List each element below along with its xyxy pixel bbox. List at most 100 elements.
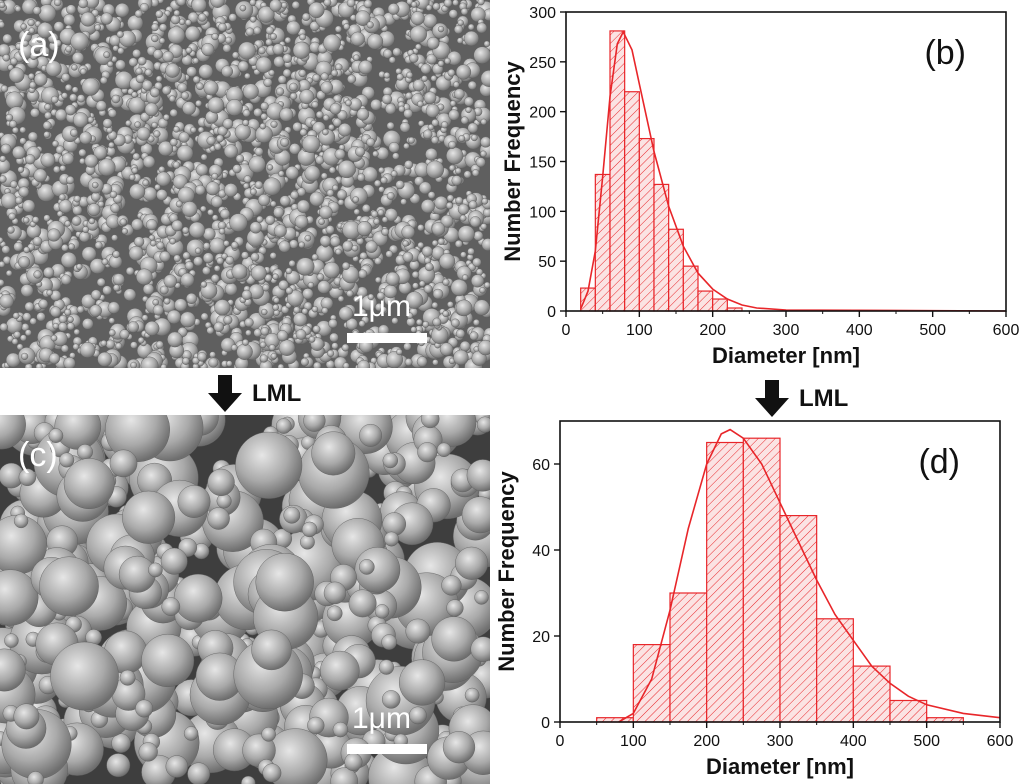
y-tick-label: 20 (532, 629, 550, 646)
particle (150, 240, 157, 247)
particle (178, 131, 190, 143)
particle (254, 147, 264, 157)
particle (448, 164, 456, 172)
particle (7, 226, 15, 234)
particle (0, 279, 5, 287)
particle (358, 559, 375, 575)
particle (380, 306, 387, 313)
particle (94, 241, 103, 250)
particle (110, 203, 121, 214)
particle (255, 56, 272, 74)
particle (38, 4, 57, 23)
particle (383, 49, 393, 59)
particle (406, 71, 413, 79)
particle (342, 266, 360, 284)
particle (109, 190, 118, 199)
particle (412, 282, 419, 290)
particle (289, 143, 301, 155)
particle (353, 295, 361, 303)
particle (185, 47, 193, 54)
particle (129, 183, 146, 200)
particle (381, 634, 397, 650)
particle (163, 274, 178, 288)
particle (374, 257, 382, 266)
scale-bar-label-c: 1μm (352, 702, 411, 735)
particle (452, 0, 459, 6)
particle (2, 33, 13, 44)
x-tick-label: 200 (693, 733, 720, 750)
particle (446, 599, 464, 617)
particle (259, 122, 266, 130)
particle (210, 0, 225, 8)
particle (263, 78, 273, 88)
particle (135, 67, 143, 75)
particle (432, 317, 442, 327)
y-tick-label: 0 (547, 304, 556, 321)
particle (207, 96, 225, 114)
particle (18, 256, 31, 269)
particle (278, 339, 296, 356)
x-tick-label: 100 (626, 322, 653, 339)
particle (24, 329, 32, 337)
particle (206, 326, 215, 335)
particle (446, 147, 464, 165)
particle (260, 101, 269, 111)
particle (64, 104, 76, 116)
particle (222, 44, 232, 53)
particle (299, 33, 306, 41)
particle (418, 120, 425, 127)
particle (455, 64, 472, 80)
particle (481, 197, 489, 205)
x-tick-label: 600 (993, 322, 1020, 339)
particle (265, 215, 275, 226)
particle (152, 49, 163, 60)
particle (209, 237, 226, 254)
particle (207, 507, 230, 530)
particle (89, 258, 106, 274)
particle (149, 87, 160, 98)
particle (465, 106, 472, 114)
histogram-bar (816, 618, 854, 723)
particle (17, 166, 25, 173)
particle (261, 308, 268, 316)
x-tick-label: 200 (699, 322, 726, 339)
particle (141, 314, 149, 322)
particle (43, 131, 51, 139)
particle (475, 157, 486, 168)
particle (100, 12, 113, 25)
particle (323, 0, 332, 7)
particle (144, 68, 153, 77)
particle (208, 357, 219, 368)
particle (151, 121, 158, 129)
particle (119, 218, 127, 226)
particle (447, 69, 456, 77)
particle (390, 170, 398, 178)
particle (182, 251, 191, 260)
particle (131, 218, 144, 231)
particle (221, 65, 234, 78)
particle (69, 128, 78, 137)
particle (232, 51, 240, 59)
particle (273, 206, 284, 218)
particle (346, 0, 356, 8)
particle (387, 3, 400, 15)
particle (425, 103, 440, 118)
particle (168, 95, 176, 103)
particle (402, 251, 414, 263)
particle (342, 240, 354, 252)
y-tick-label: 150 (529, 155, 556, 172)
particle (210, 274, 220, 283)
particle (289, 92, 298, 100)
particle (258, 46, 266, 55)
particle (469, 331, 479, 341)
particle (356, 221, 372, 237)
x-axis-label: Diameter [nm] (706, 754, 854, 779)
particle (141, 633, 195, 687)
particle (330, 69, 338, 77)
particle (66, 176, 75, 185)
particle (174, 298, 188, 312)
particle (183, 726, 199, 741)
particle (230, 241, 239, 249)
particle (108, 317, 116, 324)
particle (32, 216, 40, 224)
